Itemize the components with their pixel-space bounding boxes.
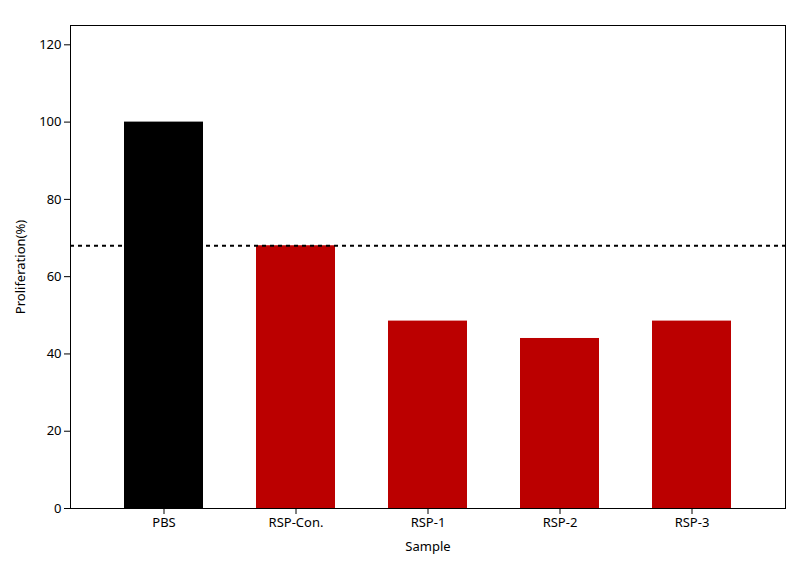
svg-text:Sample: Sample	[405, 537, 450, 555]
svg-text:120: 120	[39, 35, 61, 53]
svg-text:40: 40	[47, 344, 62, 362]
svg-text:20: 20	[47, 421, 62, 439]
svg-text:RSP-Con.: RSP-Con.	[269, 513, 324, 531]
svg-text:RSP-2: RSP-2	[543, 513, 578, 531]
svg-text:80: 80	[47, 190, 62, 208]
svg-text:0: 0	[54, 499, 61, 517]
svg-text:PBS: PBS	[152, 513, 175, 531]
svg-text:60: 60	[47, 267, 62, 285]
svg-text:100: 100	[39, 112, 61, 130]
svg-text:RSP-1: RSP-1	[411, 513, 446, 531]
svg-text:RSP-3: RSP-3	[675, 513, 710, 531]
svg-text:Proliferation(%): Proliferation(%)	[11, 220, 29, 314]
